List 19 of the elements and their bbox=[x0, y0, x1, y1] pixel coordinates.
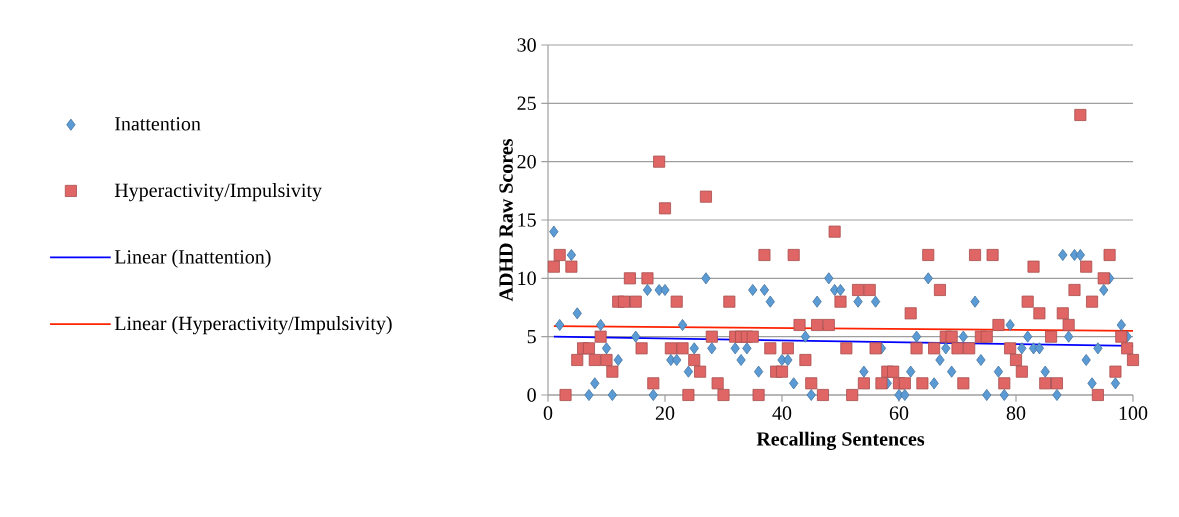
y-tick-label: 30 bbox=[517, 38, 536, 52]
y-axis-title: ADHD Raw Scores bbox=[499, 139, 513, 302]
y-tick-label: 25 bbox=[517, 96, 536, 111]
legend-label: Inattention bbox=[115, 117, 201, 131]
x-tick-label: 100 bbox=[1119, 406, 1148, 420]
x-tick-label: 0 bbox=[543, 406, 553, 420]
x-tick-label: 40 bbox=[772, 406, 792, 420]
x-tick-label: 60 bbox=[889, 406, 909, 420]
y-tick-label: 10 bbox=[518, 271, 536, 286]
legend-label: Linear (Inattention) bbox=[114, 249, 271, 268]
y-tick-label: 5 bbox=[527, 330, 536, 344]
x-tick-label: 20 bbox=[655, 406, 675, 420]
legend-label: Hyperactivity/Impulsivity bbox=[114, 183, 322, 202]
y-tick-label: 0 bbox=[527, 388, 536, 402]
y-tick-label: 15 bbox=[518, 213, 536, 227]
x-tick-label: 80 bbox=[1006, 406, 1026, 420]
legend-label: Linear (Hyperactivity/Impulsivity) bbox=[114, 316, 392, 335]
y-tick-label: 20 bbox=[517, 154, 536, 169]
x-axis-title: Recalling Sentences bbox=[756, 431, 925, 450]
